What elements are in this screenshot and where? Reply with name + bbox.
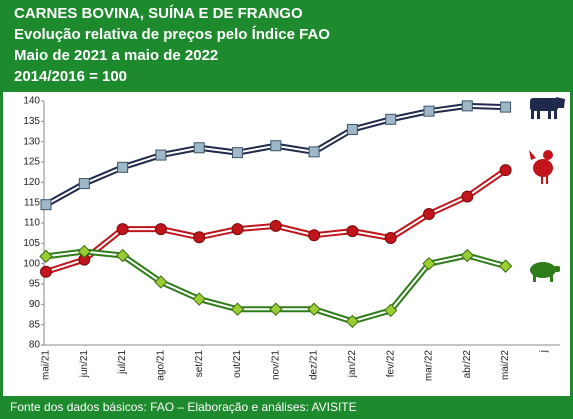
marker [40, 265, 52, 278]
marker [346, 225, 359, 238]
y-tick-label: 80 [29, 340, 41, 351]
x-tick-label: fev/22 [385, 350, 396, 378]
x-tick-label: j [539, 350, 550, 353]
x-tick-label: mar/22 [424, 350, 435, 382]
y-tick-label: 120 [23, 177, 40, 188]
marker [384, 232, 397, 245]
x-tick-label: out/21 [232, 350, 243, 378]
x-tick-label: dez/21 [309, 350, 320, 380]
marker [115, 248, 130, 263]
marker [78, 178, 90, 190]
y-tick-label: 115 [24, 197, 40, 208]
marker [345, 314, 360, 329]
marker [308, 229, 321, 242]
y-tick-label: 85 [29, 319, 41, 330]
subtitle: Evolução relativa de preços pelo Índice … [14, 26, 330, 43]
marker [422, 256, 436, 271]
marker [40, 199, 52, 211]
marker [155, 149, 167, 161]
marker [231, 223, 244, 236]
y-tick-label: 135 [23, 116, 40, 127]
marker [117, 161, 129, 173]
x-tick-label: jan/22 [347, 350, 358, 379]
y-tick-label: 100 [23, 258, 40, 269]
marker [499, 164, 512, 177]
x-tick-label: jul/21 [117, 350, 128, 375]
x-tick-label: abr/22 [462, 350, 473, 379]
y-tick-label: 140 [23, 96, 40, 107]
y-tick-label: 105 [23, 238, 40, 249]
chart-title: CARNES BOVINA, SUÍNA E DE FRANGO [14, 5, 303, 22]
x-tick-label: ago/21 [156, 350, 167, 381]
marker [383, 303, 398, 318]
marker [385, 113, 397, 125]
marker [461, 100, 473, 112]
marker [269, 302, 283, 316]
x-tick-label: mai/22 [500, 350, 511, 380]
x-tick-label: jun/21 [79, 350, 90, 379]
bull-icon [530, 97, 565, 119]
marker [154, 223, 167, 236]
marker [308, 146, 320, 158]
marker [116, 223, 129, 236]
marker [270, 140, 282, 152]
marker [498, 259, 513, 273]
marker [230, 302, 245, 316]
rooster-icon [529, 150, 553, 184]
marker [154, 275, 168, 289]
y-tick-label: 95 [29, 279, 41, 290]
y-tick-label: 125 [23, 157, 40, 168]
marker [39, 249, 53, 264]
marker [460, 248, 475, 263]
x-tick-label: mai/21 [41, 350, 52, 380]
marker [423, 105, 435, 117]
source: Fonte dos dados básicos: FAO – Elaboraçã… [10, 400, 357, 414]
subtitle: Maio de 2021 a maio de 2022 [14, 47, 218, 64]
marker [500, 101, 512, 113]
marker [461, 190, 474, 203]
marker [423, 208, 435, 221]
marker [77, 244, 92, 259]
y-tick-label: 130 [23, 136, 40, 147]
x-tick-label: set/21 [194, 350, 205, 378]
y-tick-label: 90 [29, 299, 41, 310]
marker [192, 292, 206, 306]
subtitle: 2014/2016 = 100 [14, 68, 127, 85]
marker [307, 302, 321, 316]
marker [193, 142, 205, 154]
y-tick-label: 110 [24, 218, 40, 229]
marker [269, 219, 282, 232]
marker [346, 123, 358, 135]
marker [193, 231, 206, 244]
marker [232, 147, 243, 159]
pig-icon [530, 262, 560, 282]
x-tick-label: nov/21 [270, 350, 281, 380]
